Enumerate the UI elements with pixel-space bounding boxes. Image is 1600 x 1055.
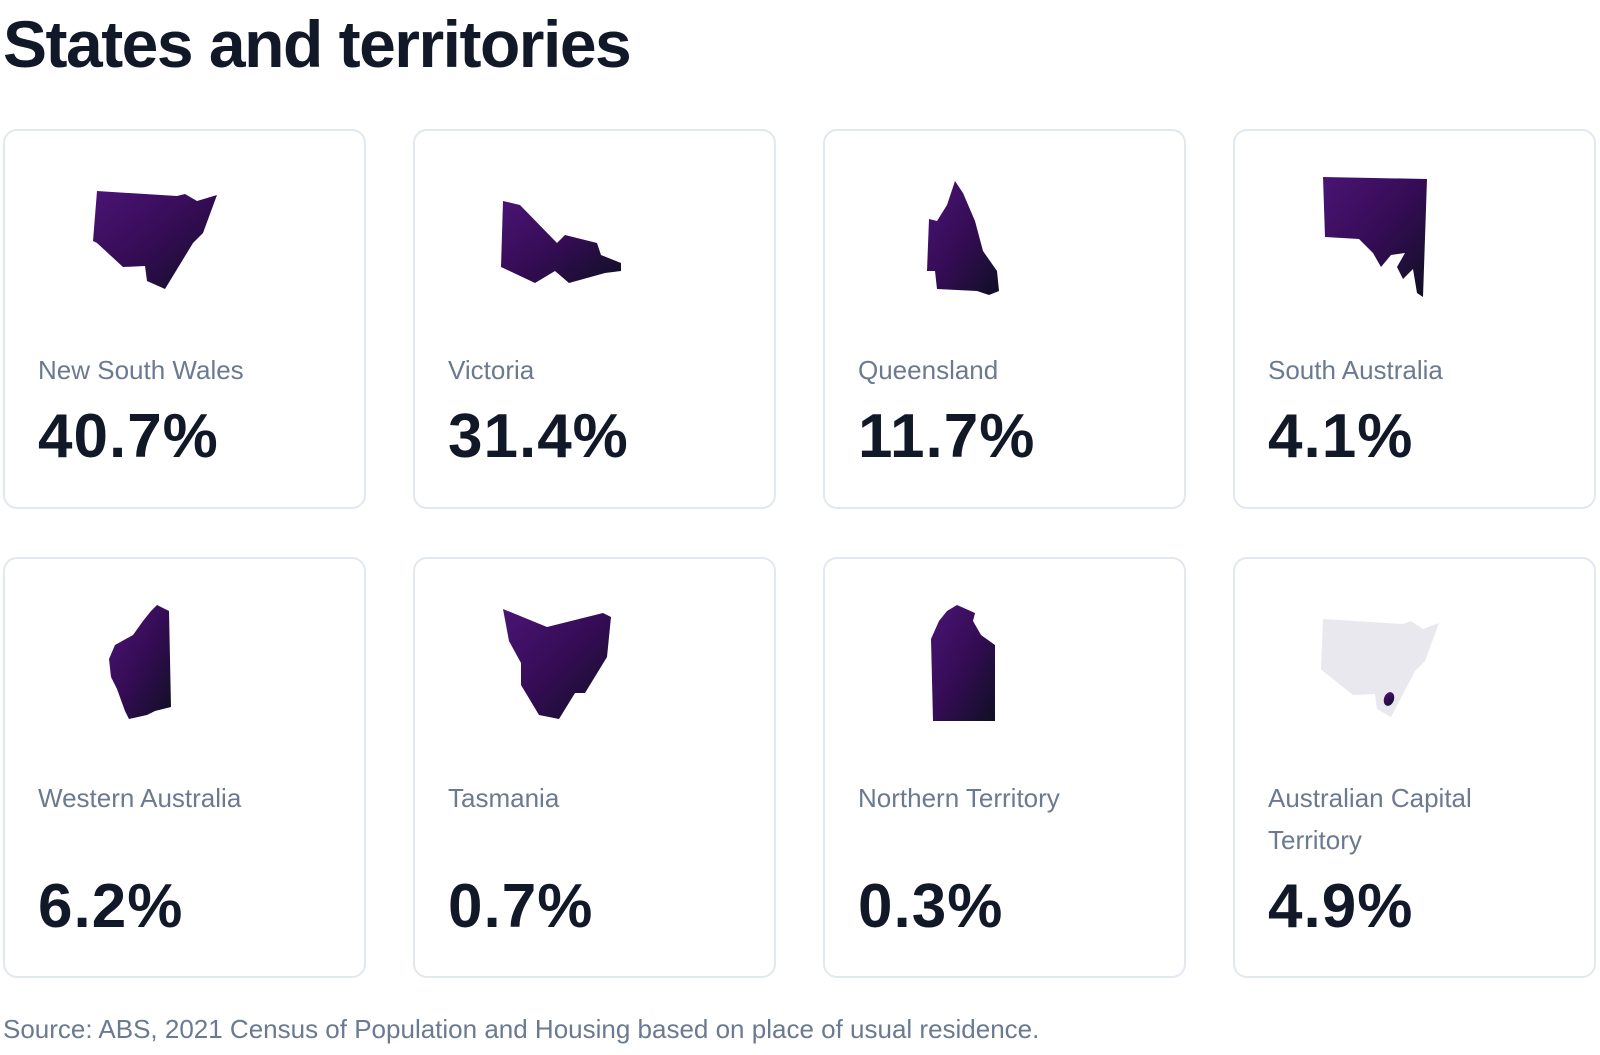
state-name: Victoria xyxy=(448,355,535,385)
state-name: Western Australia xyxy=(38,783,242,813)
queensland-map-icon xyxy=(927,181,999,295)
state-card-act: Australian Capital Territory 4.9% xyxy=(1233,557,1596,978)
state-percentage: 40.7% xyxy=(38,402,219,471)
state-percentage: 0.7% xyxy=(448,872,594,941)
tasmania-map-icon xyxy=(503,609,611,719)
victoria-map-icon xyxy=(501,201,621,283)
state-name: Tasmania xyxy=(448,783,560,813)
page-title: States and territories xyxy=(3,7,632,81)
south-australia-map-icon xyxy=(1323,177,1427,297)
state-percentage: 31.4% xyxy=(448,402,629,471)
nsw-map-icon xyxy=(93,191,217,289)
state-card-victoria: Victoria 31.4% xyxy=(413,129,776,509)
state-percentage: 0.3% xyxy=(858,872,1004,941)
state-card-tasmania: Tasmania 0.7% xyxy=(413,557,776,978)
state-card-queensland: Queensland 11.7% xyxy=(823,129,1186,509)
northern-territory-map-icon xyxy=(931,605,995,721)
state-percentage: 4.1% xyxy=(1268,402,1414,471)
state-percentage: 4.9% xyxy=(1268,872,1414,941)
state-name: Northern Territory xyxy=(858,783,1060,813)
state-card-western-australia: Western Australia 6.2% xyxy=(3,557,366,978)
source-note: Source: ABS, 2021 Census of Population a… xyxy=(3,1014,1040,1044)
state-name: Australian Capital Territory xyxy=(1268,783,1472,855)
western-australia-map-icon xyxy=(109,605,171,719)
state-card-south-australia: South Australia 4.1% xyxy=(1233,129,1596,509)
state-card-nsw: New South Wales 40.7% xyxy=(3,129,366,509)
act-map-icon xyxy=(1321,619,1439,717)
state-card-northern-territory: Northern Territory 0.3% xyxy=(823,557,1186,978)
state-percentage: 11.7% xyxy=(858,402,1036,471)
state-name: New South Wales xyxy=(38,355,244,385)
states-grid: New South Wales 40.7% Victoria 31.4% Que… xyxy=(3,129,1596,978)
state-name: Queensland xyxy=(858,355,999,385)
state-percentage: 6.2% xyxy=(38,872,184,941)
state-name: South Australia xyxy=(1268,355,1443,385)
